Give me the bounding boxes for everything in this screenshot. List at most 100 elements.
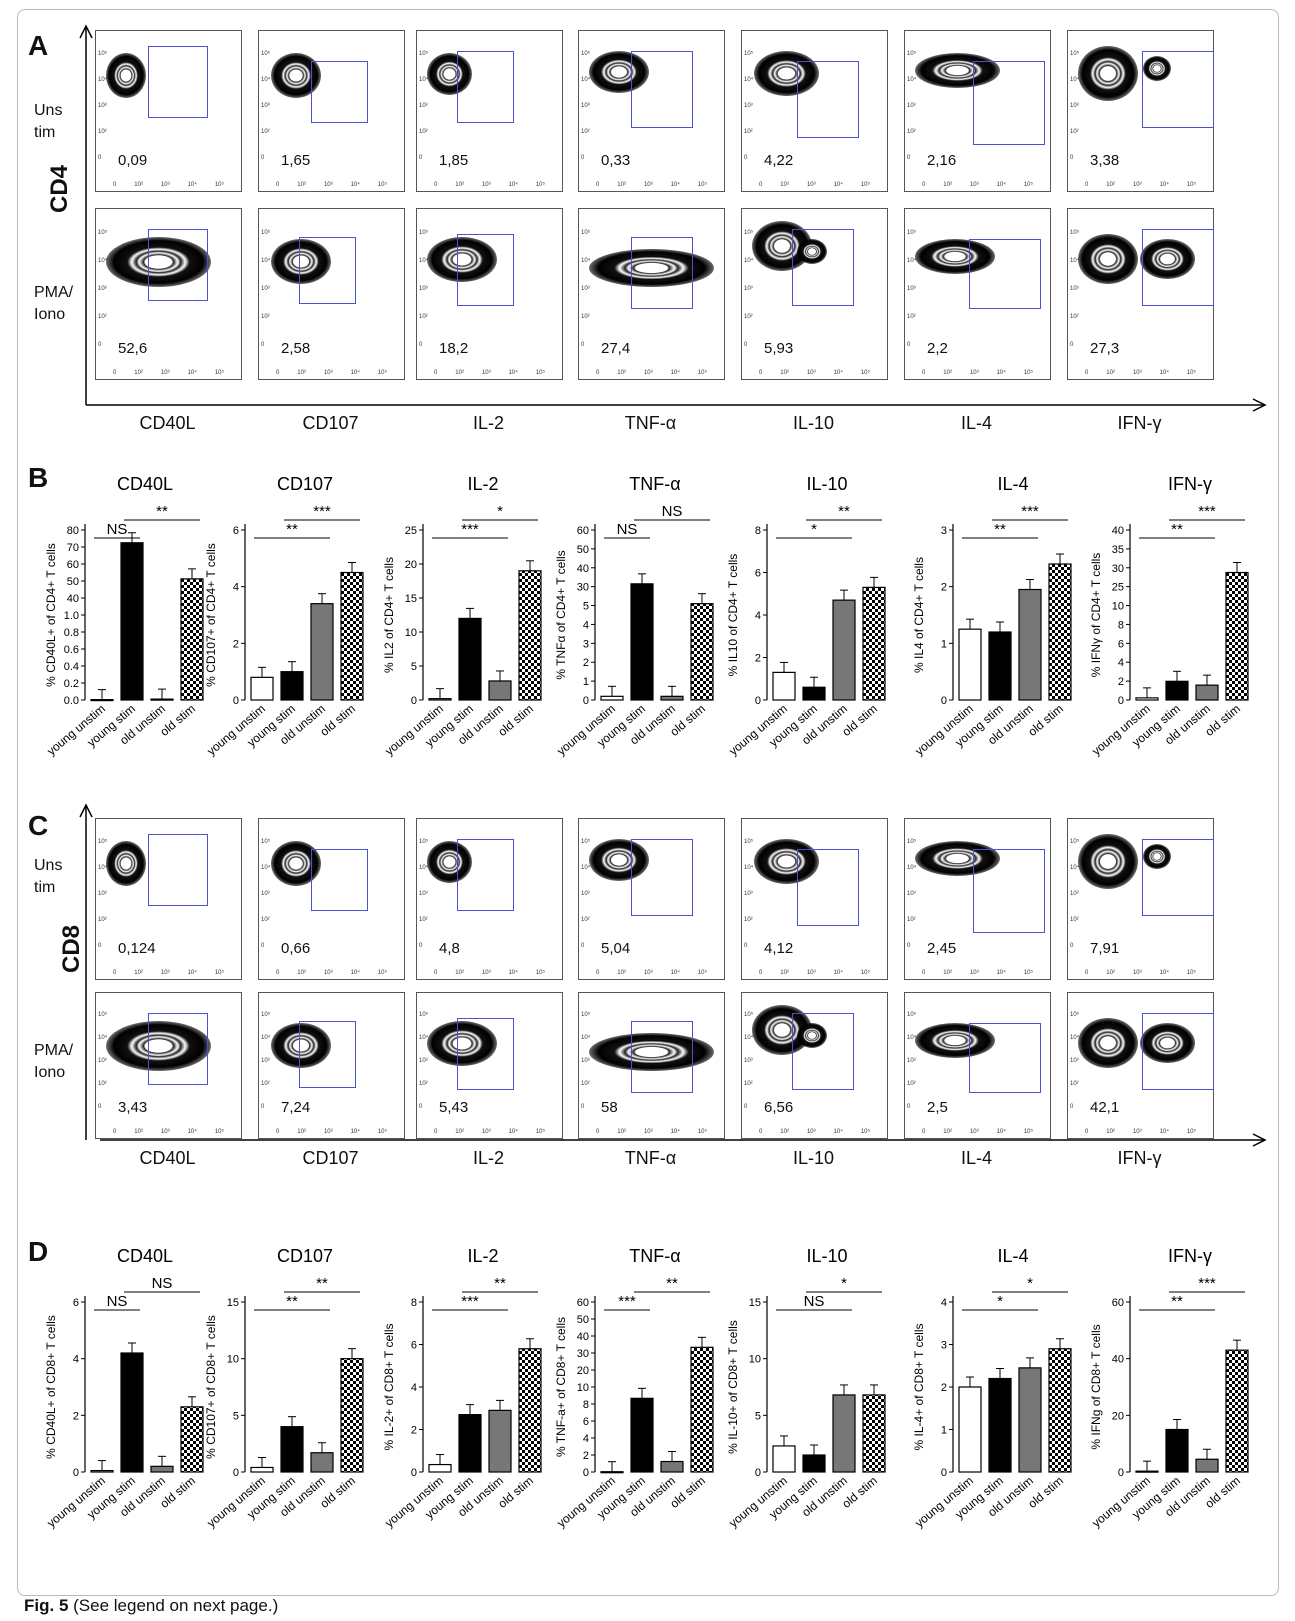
- y-tick-label: 10⁵: [98, 1011, 108, 1018]
- y-tick-label: 10²: [581, 1080, 590, 1087]
- y-tick-label: 0: [744, 155, 748, 161]
- y-tick-label: 10³: [1070, 103, 1079, 109]
- x-tick-label: 10²: [943, 970, 952, 976]
- x-tick-label: 0: [595, 182, 600, 188]
- y-tick-labels: 10⁵ 10⁴ 10³ 10² 0: [907, 829, 916, 959]
- contour-population: [427, 53, 472, 95]
- y-tick-label: 0: [419, 1103, 423, 1110]
- x-tick-label: 10⁵: [377, 970, 387, 976]
- flow-plot-stim-4: 5,93 0 10² 10³ 10⁴ 10⁵ 10⁵ 10⁴ 10³ 10² 0: [741, 208, 888, 380]
- panel-c-axes: [79, 803, 1267, 1147]
- contour-population: [589, 839, 649, 881]
- bar-1: [802, 1454, 826, 1473]
- x-tick-label: 10⁴: [833, 182, 843, 188]
- y-tick-label: 10⁵: [744, 839, 754, 845]
- y-tick-label: 10³: [744, 1057, 753, 1064]
- x-tick-label: 10⁵: [1023, 182, 1033, 188]
- bar-1: [280, 1426, 304, 1473]
- y-tick-label: 10³: [1070, 891, 1079, 897]
- y-tick-label: 10⁵: [907, 51, 917, 57]
- y-tick-label: 4: [941, 1297, 947, 1309]
- y-tick-labels: 10⁵ 10⁴ 10³ 10² 0: [581, 219, 590, 359]
- chart-title: IL-4: [997, 1246, 1028, 1266]
- y-tick-label: 10²: [581, 129, 590, 135]
- x-tick-label: 0: [595, 970, 600, 976]
- x-tick-label: 10³: [643, 1129, 653, 1135]
- y-tick-label: 15: [405, 593, 417, 605]
- bar-2: [1195, 1458, 1219, 1473]
- gate-percentage: 5,93: [764, 340, 794, 357]
- y-tick-label: 0: [261, 342, 265, 348]
- contour-population: [427, 237, 497, 282]
- gate-rectangle: [148, 1013, 208, 1085]
- y-tick-label: 0: [907, 1103, 911, 1110]
- y-tick-label: 0: [755, 1467, 761, 1479]
- x-tick-label: 0: [595, 370, 600, 376]
- x-tick-label: 10⁴: [508, 182, 518, 188]
- y-tick-label: 10²: [907, 917, 916, 923]
- y-tick-labels: 10⁵ 10⁴ 10³ 10² 0: [419, 829, 428, 959]
- x-tick-label: 10⁴: [350, 370, 360, 376]
- y-tick-label: 0: [583, 1467, 589, 1479]
- x-tick-label: 10³: [323, 182, 333, 188]
- gate-percentage: 1,65: [281, 152, 311, 169]
- gate-rectangle: [148, 229, 208, 301]
- y-tick-label: 10⁴: [1070, 77, 1080, 83]
- x-tick-label: 10³: [481, 1129, 491, 1135]
- y-tick-label: 10²: [98, 917, 107, 923]
- contour-population: [754, 839, 819, 884]
- x-tick-label: 10³: [1132, 970, 1142, 976]
- y-axis-label: % IL-2+ of CD8+ T cells: [382, 1324, 396, 1451]
- flow-plot-unstim-4: 4,22 0 10² 10³ 10⁴ 10⁵ 10⁵ 10⁴ 10³ 10² 0: [741, 30, 888, 192]
- significance-label: **: [316, 1275, 328, 1292]
- contour-population: [1140, 1023, 1195, 1063]
- bar-2: [488, 1409, 512, 1473]
- y-tick-label: 10⁴: [419, 258, 429, 264]
- y-tick-label: 10⁵: [419, 1011, 429, 1018]
- flow-plot-stim-3: 58 0 10² 10³ 10⁴ 10⁵ 10⁵ 10⁴ 10³ 10² 0: [578, 992, 725, 1139]
- y-tick-label: 10⁴: [1070, 865, 1080, 871]
- flow-plot-stim-5: 2,5 0 10² 10³ 10⁴ 10⁵ 10⁵ 10⁴ 10³ 10² 0: [904, 992, 1051, 1139]
- bar-0: [90, 1469, 114, 1473]
- significance-label: ***: [461, 521, 479, 538]
- y-tick-label: 10⁵: [261, 839, 271, 845]
- x-tick-label: 10⁴: [508, 970, 518, 976]
- bar-0: [772, 1445, 796, 1473]
- y-tick-label: 0: [941, 695, 947, 707]
- y-tick-label: 0: [581, 943, 585, 949]
- gate-percentage: 7,24: [281, 1099, 311, 1116]
- x-tick-label: 10⁴: [996, 1129, 1006, 1135]
- gate-percentage: 27,3: [1090, 340, 1120, 357]
- y-tick-label: 10⁴: [98, 258, 108, 264]
- x-tick-label: 10²: [1106, 370, 1115, 376]
- y-tick-label: 40: [577, 563, 589, 575]
- contour-population: [915, 841, 1000, 876]
- contour-population: [106, 53, 146, 98]
- flow-plot-unstim-0: 0,124 0 10² 10³ 10⁴ 10⁵ 10⁵ 10⁴ 10³ 10² 0: [95, 818, 242, 980]
- y-tick-label: 0: [411, 695, 417, 707]
- contour-population: [106, 1021, 211, 1071]
- gate-rectangle: [631, 237, 693, 309]
- gate-rectangle: [792, 1013, 854, 1090]
- gate-percentage: 1,85: [439, 152, 469, 169]
- y-tick-label: 15: [749, 1297, 761, 1309]
- y-tick-label: 10⁴: [581, 865, 591, 871]
- y-tick-label: 0: [1070, 1103, 1074, 1110]
- y-tick-label: 10⁴: [261, 865, 271, 871]
- x-tick-label: 10⁴: [670, 182, 680, 188]
- x-tick-label: 0: [275, 182, 280, 188]
- y-tick-label: 2: [755, 653, 761, 665]
- x-tick-labels: 0 10² 10³ 10⁴ 10⁵: [913, 182, 1042, 188]
- x-tick-label: 10⁴: [996, 970, 1006, 976]
- y-tick-label: 10²: [419, 917, 428, 923]
- marker-label: IL-10: [792, 413, 835, 433]
- contour-population: [1078, 1018, 1138, 1068]
- x-tick-labels: 0 10² 10³ 10⁴ 10⁵: [425, 970, 554, 976]
- y-tick-label: 10³: [744, 103, 753, 109]
- y-tick-label: 10²: [98, 1080, 107, 1087]
- x-tick-label: 10⁴: [1159, 182, 1169, 188]
- marker-label: IL-2: [472, 413, 505, 433]
